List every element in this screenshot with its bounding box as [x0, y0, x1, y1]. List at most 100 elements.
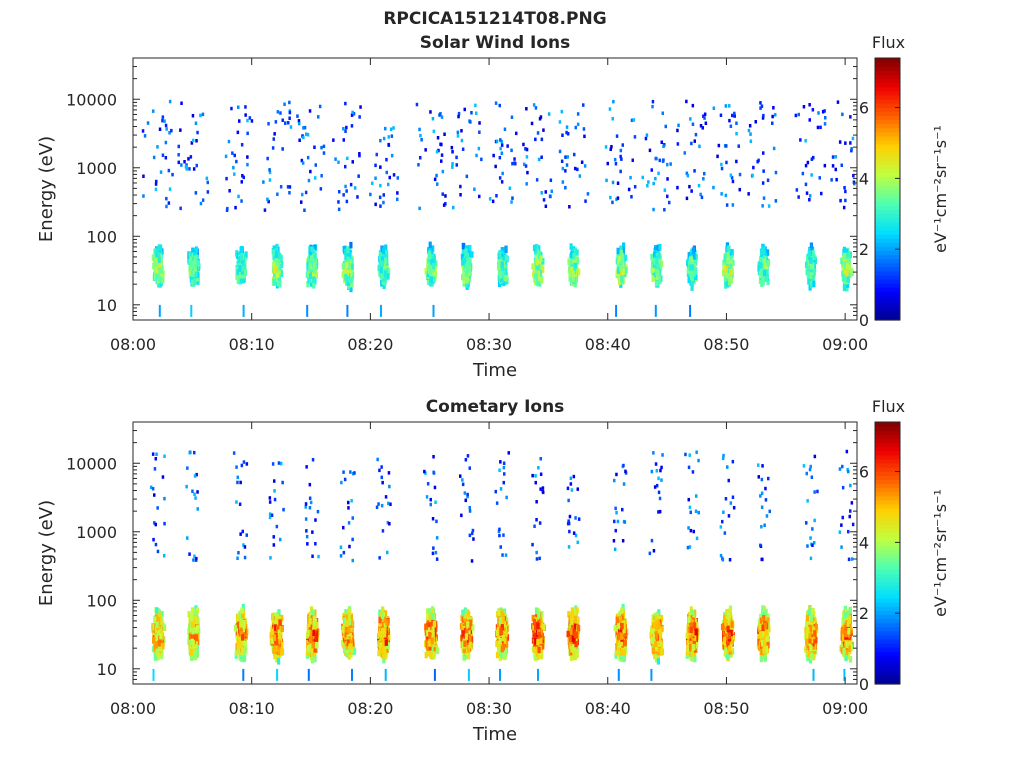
flux-cell: [246, 118, 249, 123]
flux-cell: [159, 271, 163, 278]
flux-cell: [544, 190, 547, 194]
flux-cell: [492, 153, 495, 158]
flux-cell: [152, 537, 155, 542]
flux-cell: [620, 275, 624, 283]
flux-cell: [157, 281, 161, 288]
flux-cell: [272, 253, 276, 261]
flux-cell: [804, 182, 808, 187]
flux-cell: [141, 129, 145, 133]
flux-cell: [239, 276, 243, 284]
flux-cell: [685, 99, 688, 104]
flux-cell: [812, 280, 816, 288]
flux-cell: [461, 147, 465, 151]
flux-cell: [382, 282, 386, 290]
flux-cell: [177, 153, 180, 157]
flux-cell: [712, 185, 715, 190]
flux-cell: [573, 152, 576, 157]
flux-cell: [619, 264, 623, 272]
flux-cell: [818, 176, 821, 180]
flux-cell: [738, 172, 742, 177]
colorbar-segment: [875, 266, 900, 272]
flux-cell: [306, 133, 310, 137]
flux-cell: [385, 250, 389, 257]
flux-cell: [802, 105, 806, 109]
flux-cell: [663, 208, 666, 212]
flux-cell: [281, 118, 284, 122]
flux-cell: [583, 164, 587, 168]
flux-cell: [693, 169, 696, 173]
flux-cell: [320, 174, 323, 178]
flux-cell: [766, 260, 771, 267]
flux-cell: [387, 182, 390, 187]
flux-cell: [381, 247, 386, 255]
flux-cell: [539, 270, 543, 277]
flux-cell: [151, 487, 155, 491]
flux-cell: [163, 521, 166, 526]
flux-cell: [165, 127, 168, 131]
flux-cell: [161, 118, 164, 123]
flux-cell: [183, 160, 186, 164]
flux-cell: [795, 188, 799, 192]
flux-cell: [236, 130, 240, 135]
flux-cell: [288, 116, 291, 120]
flux-cell: [467, 265, 472, 273]
flux-cell: [440, 159, 443, 163]
flux-cell: [342, 193, 345, 197]
flux-cell: [191, 261, 195, 268]
flux-cell: [275, 260, 279, 267]
flux-cell: [191, 247, 195, 254]
flux-cell: [180, 163, 183, 167]
flux-cell: [288, 100, 291, 105]
flux-cell: [568, 205, 571, 209]
flux-cell: [470, 251, 474, 258]
flux-cell: [500, 261, 504, 268]
flux-cell: [302, 126, 305, 130]
flux-cell: [820, 191, 823, 196]
flux-cell: [690, 189, 693, 193]
flux-cell: [749, 132, 752, 136]
flux-cell: [318, 104, 322, 109]
flux-cell: [537, 157, 541, 162]
flux-cell: [241, 174, 244, 178]
colorbar-segment: [875, 148, 900, 153]
flux-cell: [615, 304, 618, 317]
flux-cell: [532, 103, 536, 107]
flux-cell: [420, 138, 423, 142]
flux-cell: [191, 114, 195, 118]
flux-cell: [845, 262, 849, 270]
flux-cell: [392, 126, 395, 130]
flux-cell: [652, 181, 655, 186]
flux-cell: [726, 258, 730, 265]
flux-cell: [569, 260, 573, 267]
flux-cell: [244, 251, 248, 258]
flux-cell: [309, 169, 312, 174]
flux-cell: [759, 101, 762, 105]
flux-cell: [271, 146, 275, 150]
flux-cell: [386, 272, 390, 280]
flux-cell: [613, 157, 617, 162]
flux-cell: [300, 200, 303, 204]
flux-cell: [561, 166, 565, 171]
colorbar-segment: [875, 254, 900, 260]
flux-cell: [418, 206, 421, 211]
flux-cell: [470, 111, 473, 115]
flux-cell: [432, 269, 436, 276]
flux-cell: [561, 133, 564, 137]
flux-cell: [237, 251, 241, 258]
flux-cell: [381, 278, 385, 285]
flux-cell: [180, 101, 183, 105]
flux-cell: [385, 157, 388, 162]
flux-cell: [738, 187, 741, 192]
flux-cell: [648, 148, 652, 153]
flux-cell: [155, 621, 159, 628]
flux-cell: [669, 162, 672, 166]
flux-cell: [225, 208, 229, 212]
flux-cell: [719, 113, 723, 117]
flux-cell: [350, 263, 354, 270]
flux-cell: [532, 271, 536, 278]
flux-cell: [276, 110, 280, 114]
flux-cell: [616, 196, 620, 200]
flux-cell: [190, 141, 194, 145]
flux-cell: [190, 304, 193, 317]
flux-cell: [239, 246, 243, 254]
